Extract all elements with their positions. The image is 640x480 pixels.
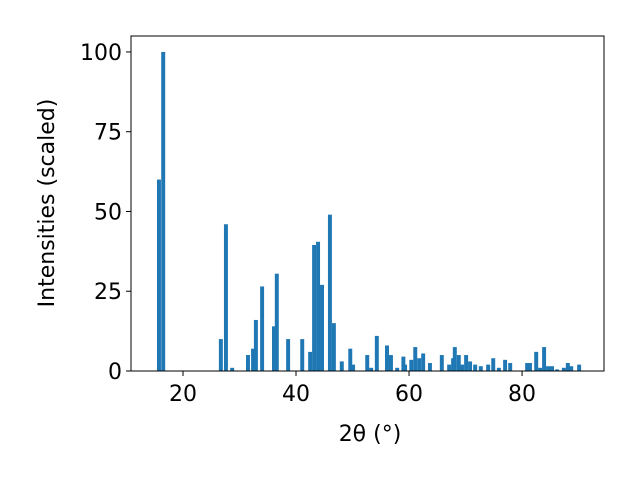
bar	[546, 366, 551, 371]
bar	[542, 347, 547, 371]
y-tick-label: 25	[94, 280, 122, 305]
bar	[534, 351, 539, 371]
bar	[374, 335, 379, 371]
bar	[550, 366, 554, 371]
bar	[320, 284, 324, 371]
bar	[327, 214, 332, 371]
bar	[251, 348, 256, 371]
bar	[230, 367, 235, 371]
bar	[308, 351, 313, 371]
bar	[525, 363, 530, 371]
y-tick-label: 50	[94, 200, 122, 225]
plot-frame	[130, 35, 605, 372]
bar	[456, 355, 461, 371]
bar	[452, 347, 457, 371]
bar	[369, 367, 374, 371]
bar	[439, 355, 444, 371]
x-tick-label: 60	[395, 382, 423, 407]
bar	[464, 355, 469, 371]
bar	[427, 363, 432, 371]
bar	[460, 364, 465, 371]
bar	[403, 364, 408, 371]
y-axis-label: Intensities (scaled)	[35, 99, 60, 308]
y-tick-label: 100	[80, 41, 122, 66]
bar	[312, 244, 317, 371]
bar	[565, 363, 570, 371]
bar	[478, 366, 483, 371]
bar	[413, 347, 418, 371]
bar	[577, 364, 582, 371]
bar	[253, 319, 258, 371]
bar	[260, 286, 265, 371]
x-axis-label: 2θ (°)	[339, 422, 402, 447]
bar	[388, 355, 393, 371]
bar	[316, 241, 321, 371]
bar	[473, 364, 478, 371]
bar	[569, 366, 574, 371]
bar	[218, 339, 223, 371]
bar	[331, 323, 336, 371]
bar	[286, 339, 291, 371]
bar	[161, 51, 166, 371]
y-tick-label: 75	[94, 121, 122, 146]
x-tick-label: 40	[282, 382, 310, 407]
bar	[496, 367, 501, 371]
bar	[401, 356, 406, 371]
bar	[561, 367, 566, 371]
bar	[503, 359, 508, 371]
bar	[365, 355, 370, 371]
bar	[417, 358, 422, 371]
x-tick-label: 80	[508, 382, 536, 407]
bar	[508, 363, 513, 371]
bar	[395, 367, 400, 371]
bar	[527, 363, 532, 371]
bar	[385, 345, 389, 371]
bar	[409, 359, 414, 371]
y-tick-label: 0	[108, 360, 122, 385]
bar	[348, 348, 353, 371]
bar	[300, 339, 305, 371]
bar	[538, 367, 543, 371]
x-tick-label: 20	[169, 382, 197, 407]
bar	[555, 369, 560, 371]
bar	[246, 355, 250, 371]
bar	[156, 179, 161, 371]
bar	[491, 358, 496, 371]
bar	[468, 361, 473, 371]
bar	[271, 326, 276, 371]
bar	[447, 364, 452, 371]
bar	[421, 353, 426, 371]
bar	[223, 224, 228, 371]
bar	[486, 364, 491, 371]
bar	[351, 364, 356, 371]
bar	[274, 273, 279, 371]
bar	[339, 361, 344, 371]
